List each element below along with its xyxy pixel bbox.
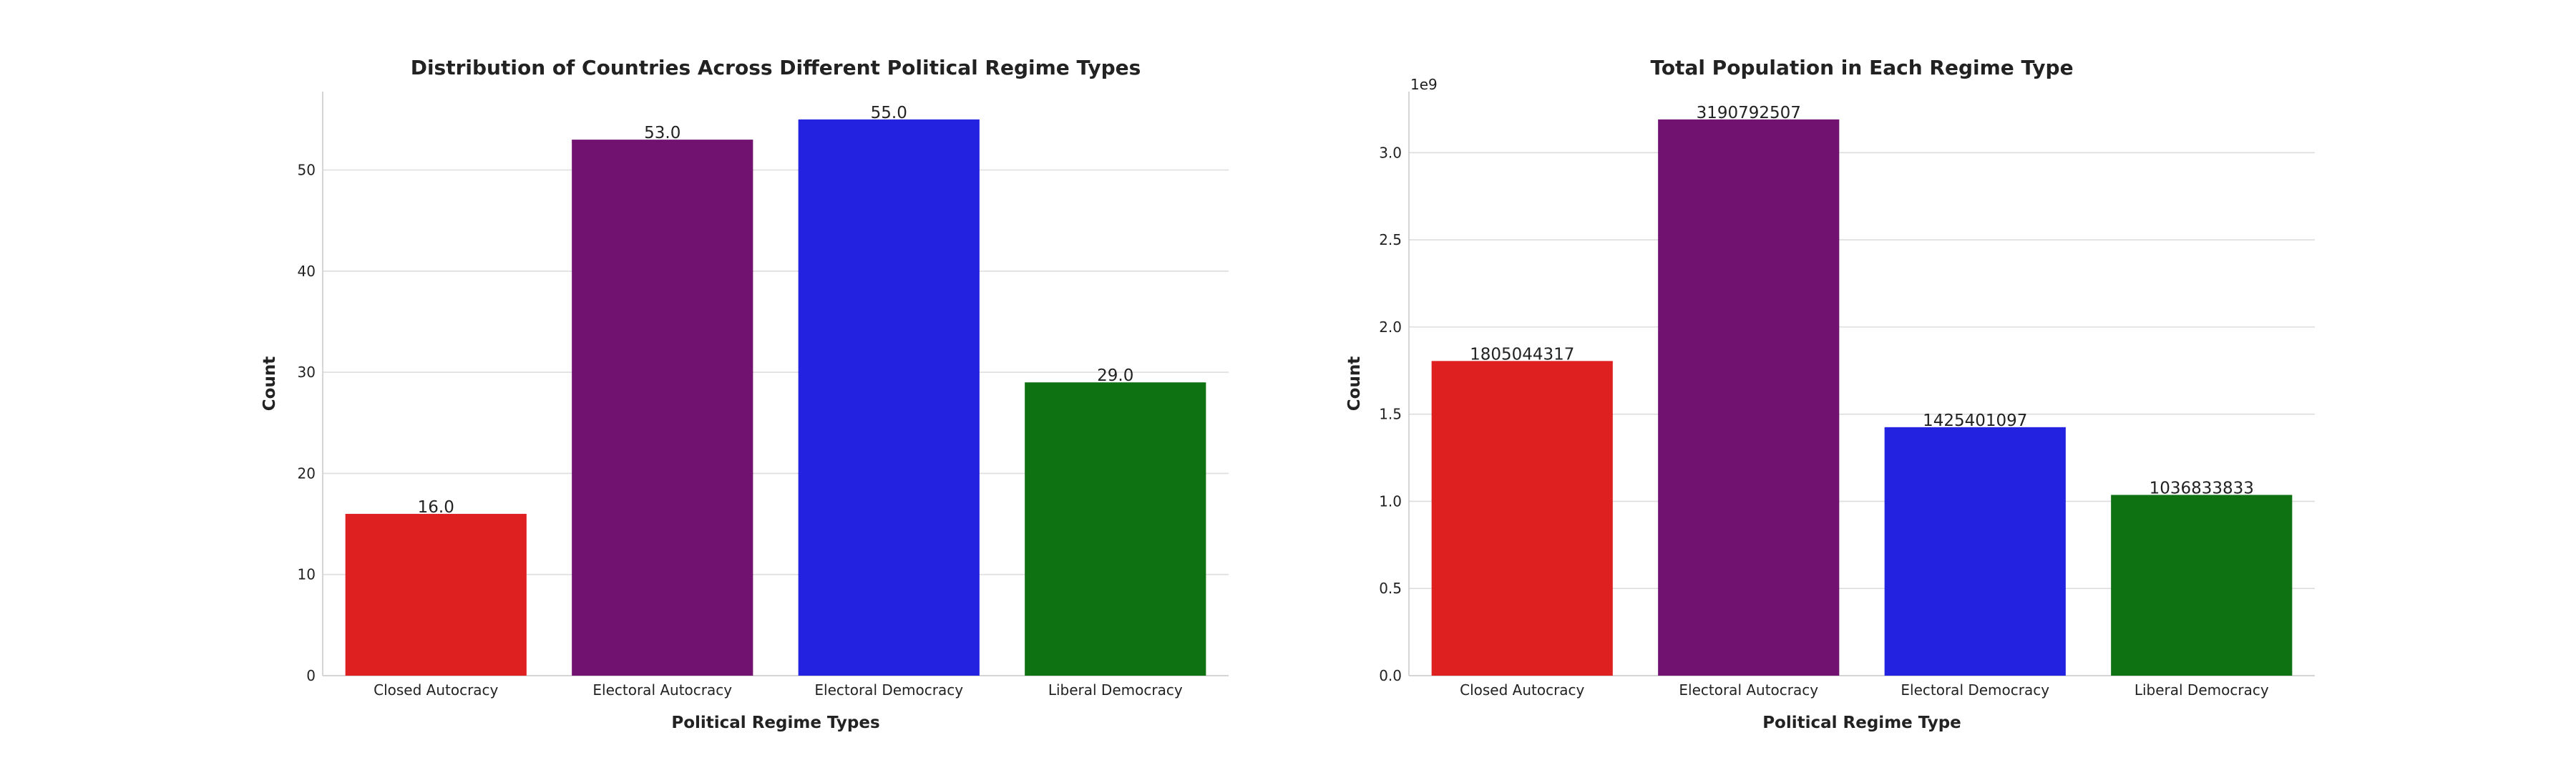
regime-country-count-chart: Distribution of Countries Across Differe… — [260, 56, 1229, 732]
y-tick-label: 1.5 — [1379, 406, 1402, 423]
bar-value-label: 53.0 — [644, 124, 680, 142]
bar-value-label: 1425401097 — [1923, 412, 2027, 430]
y-tick-label: 40 — [298, 263, 316, 280]
y-axis-label: Count — [260, 356, 279, 411]
regime-population-chart: Total Population in Each Regime Type Pol… — [1345, 56, 2315, 732]
y-tick-label: 30 — [298, 364, 316, 381]
bar — [1884, 427, 2066, 676]
bar — [345, 513, 527, 676]
y-tick-label: 2.5 — [1379, 231, 1402, 248]
y-tick-label: 20 — [298, 465, 316, 482]
bar-value-label: 55.0 — [871, 104, 907, 122]
bar — [798, 119, 980, 676]
x-tick-label: Liberal Democracy — [2135, 681, 2269, 699]
chart-title: Total Population in Each Regime Type — [1650, 56, 2073, 79]
x-axis-label: Political Regime Type — [1762, 714, 1961, 732]
y-tick-label: 0 — [306, 667, 316, 684]
x-tick-label: Electoral Autocracy — [1679, 681, 1818, 699]
bar-value-label: 1036833833 — [2150, 479, 2254, 497]
x-tick-label: Electoral Democracy — [814, 681, 963, 699]
x-tick-label: Liberal Democracy — [1048, 681, 1183, 699]
y-axis-offset-label: 1e9 — [1410, 76, 1438, 93]
bar — [1431, 361, 1613, 676]
y-tick-label: 2.0 — [1379, 319, 1402, 336]
x-tick-label: Closed Autocracy — [1460, 681, 1584, 699]
bar-value-label: 29.0 — [1097, 366, 1133, 385]
bar-value-label: 16.0 — [418, 498, 454, 517]
x-tick-label: Closed Autocracy — [374, 681, 498, 699]
chart-title: Distribution of Countries Across Differe… — [411, 56, 1141, 79]
y-axis-label: Count — [1345, 356, 1364, 411]
y-tick-label: 0.5 — [1379, 580, 1402, 597]
x-tick-label: Electoral Autocracy — [592, 681, 732, 699]
bar — [572, 140, 753, 676]
bar — [2111, 495, 2293, 676]
bar-value-label: 3190792507 — [1697, 104, 1801, 122]
y-tick-label: 3.0 — [1379, 144, 1402, 161]
bar — [1025, 382, 1206, 676]
x-tick-label: Electoral Democracy — [1901, 681, 2049, 699]
y-tick-label: 50 — [298, 162, 316, 179]
x-axis-label: Political Regime Types — [671, 714, 879, 732]
y-tick-label: 0.0 — [1379, 667, 1402, 684]
y-tick-label: 10 — [298, 566, 316, 583]
bar — [1658, 119, 1840, 676]
bar-value-label: 1805044317 — [1470, 345, 1574, 364]
y-tick-label: 1.0 — [1379, 492, 1402, 510]
